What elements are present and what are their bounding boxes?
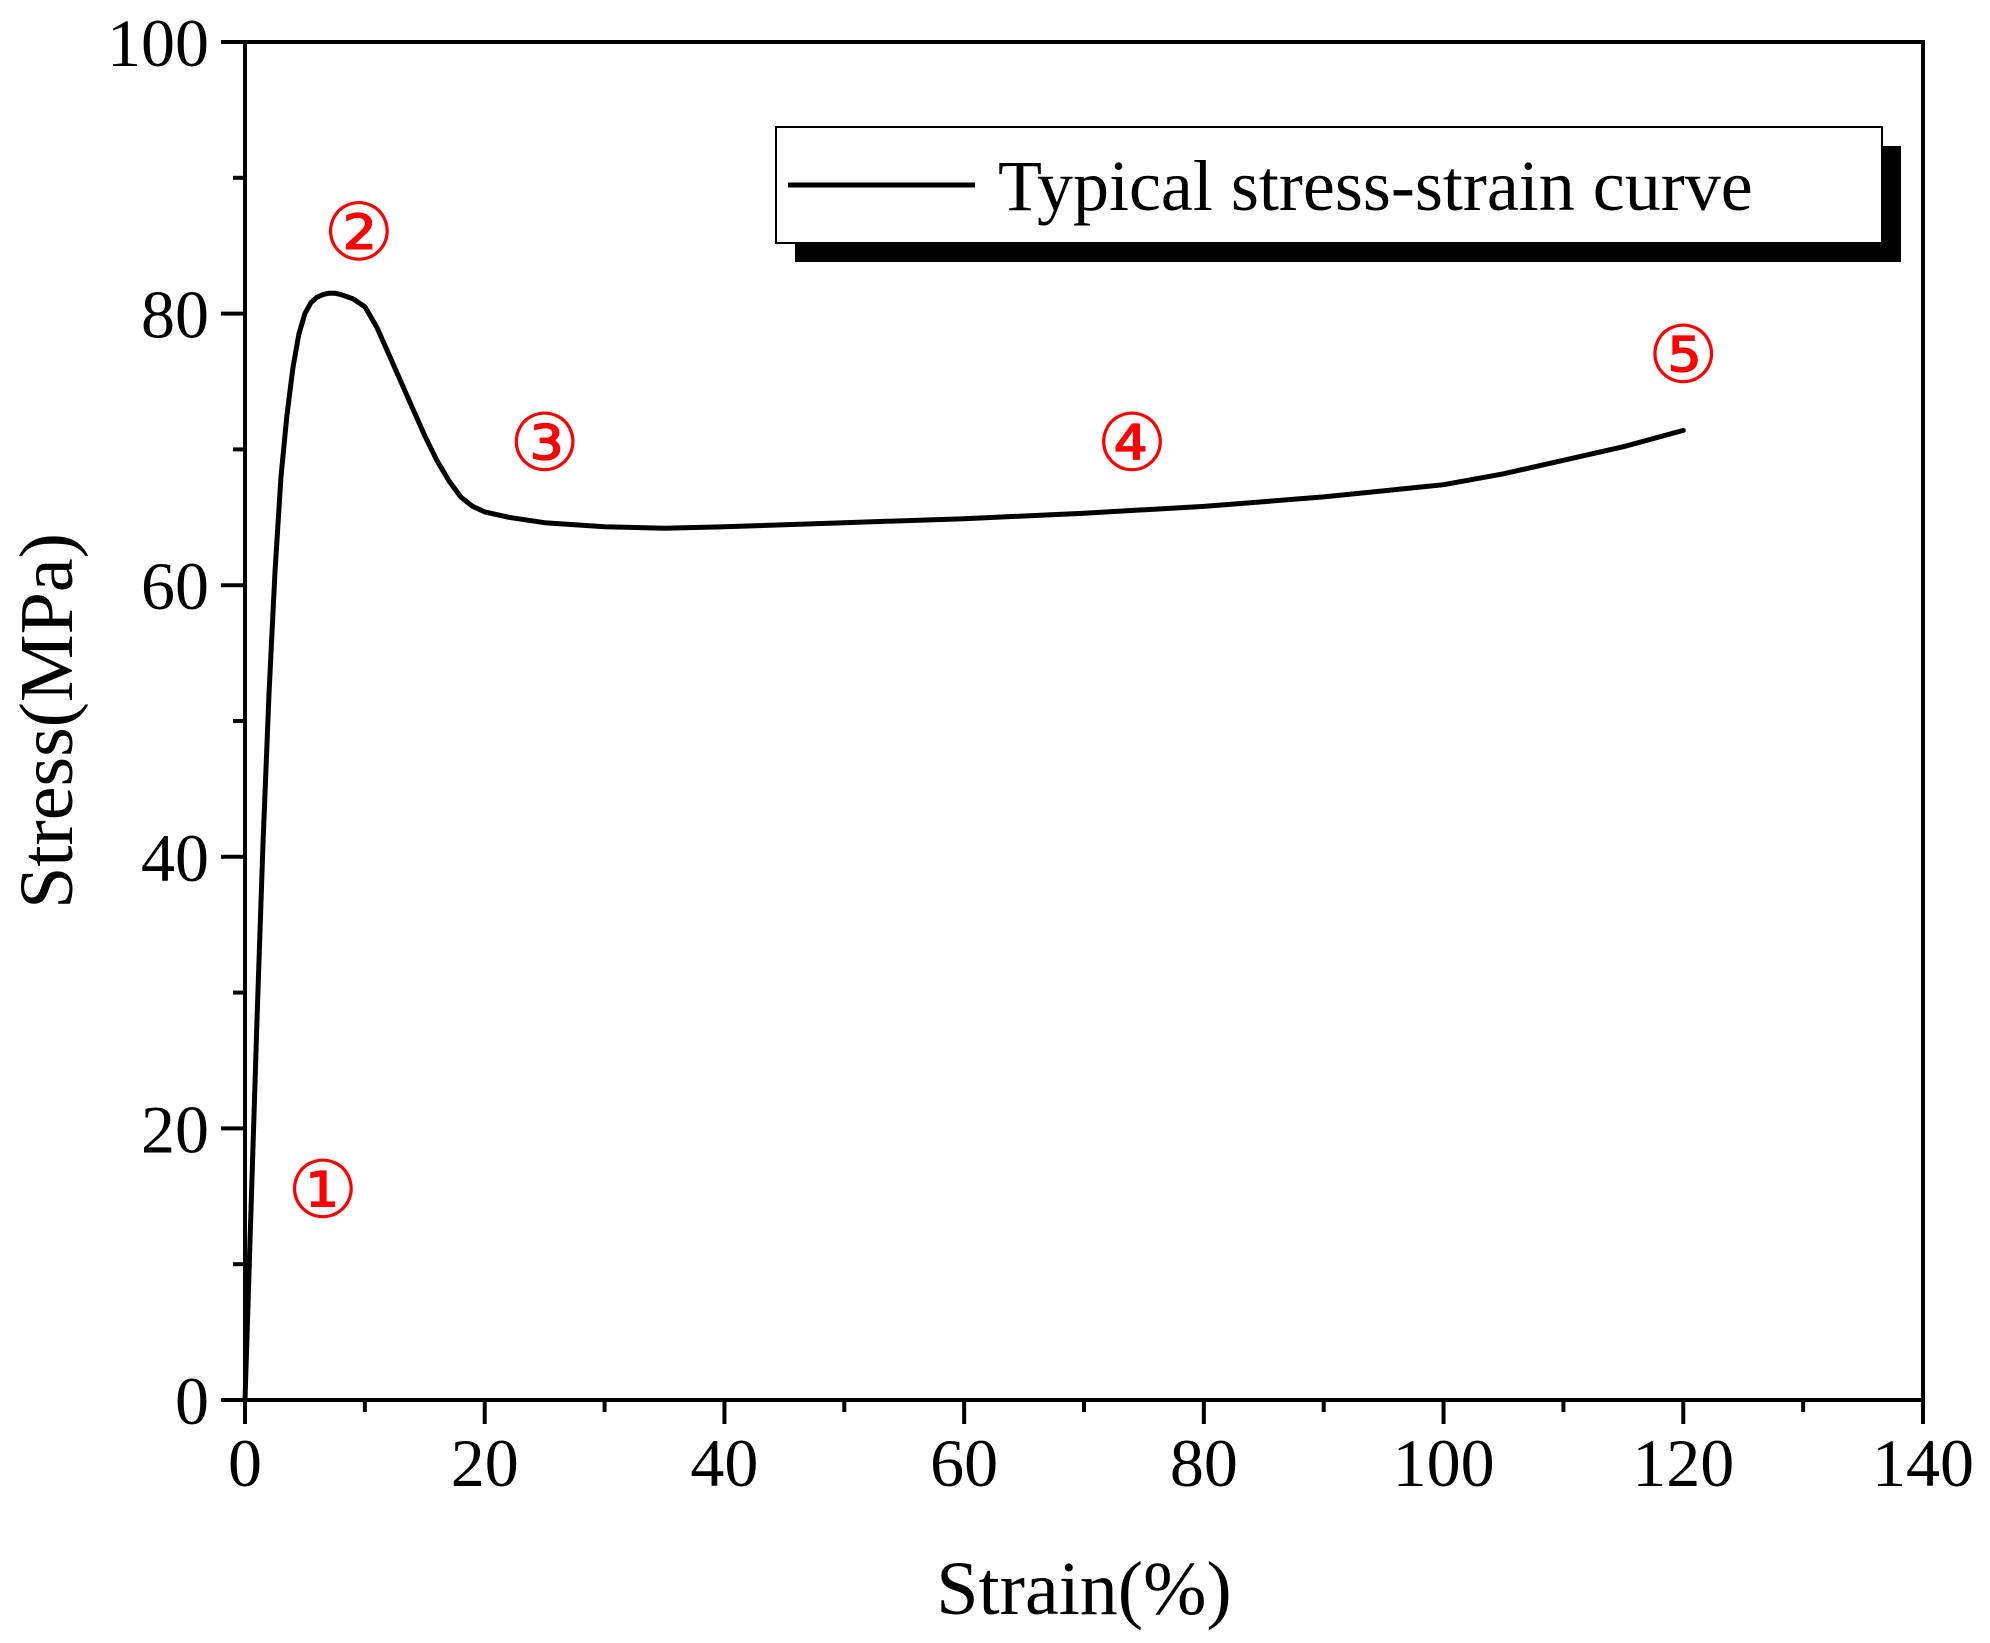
x-tick-label: 40 — [690, 1425, 758, 1501]
x-tick-label: 100 — [1393, 1425, 1495, 1501]
x-axis-title: Strain(%) — [936, 1547, 1231, 1631]
legend: Typical stress-strain curve — [775, 126, 1901, 262]
stage-marker: ④ — [1096, 397, 1168, 490]
y-tick-label: 100 — [107, 5, 209, 81]
x-tick-label: 20 — [451, 1425, 519, 1501]
y-axis-ticks: 0 20 40 60 80 100 — [107, 5, 245, 1439]
y-tick-label: 60 — [141, 548, 209, 624]
y-tick-label: 20 — [141, 1091, 209, 1167]
stress-strain-curve — [242, 290, 1686, 1403]
x-tick-label: 140 — [1872, 1425, 1974, 1501]
x-tick-label: 60 — [930, 1425, 998, 1501]
stage-marker: ⑤ — [1647, 308, 1719, 401]
y-tick-label: 40 — [141, 820, 209, 896]
stage-marker: ② — [323, 186, 395, 279]
stage-marker: ① — [287, 1144, 359, 1237]
x-tick-label: 120 — [1632, 1425, 1734, 1501]
x-tick-label: 0 — [228, 1425, 262, 1501]
stage-marker: ③ — [509, 397, 581, 490]
y-tick-label: 80 — [141, 277, 209, 353]
y-tick-label: 0 — [175, 1363, 209, 1439]
stage-annotations: ① ② ③ ④ ⑤ — [287, 186, 1719, 1236]
legend-label: Typical stress-strain curve — [998, 146, 1753, 226]
x-axis-ticks: 0 20 40 60 80 100 120 140 — [228, 1400, 1974, 1501]
x-tick-label: 80 — [1170, 1425, 1238, 1501]
y-axis-title: Stress(MPa) — [5, 533, 89, 909]
